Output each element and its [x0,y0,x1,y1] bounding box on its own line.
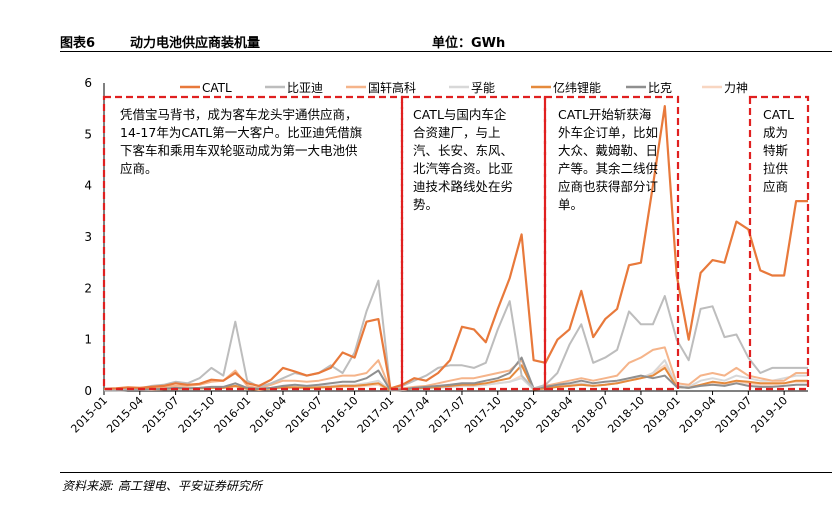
legend-label: 比亚迪 [287,81,323,95]
annotation-line: 大众、戴姆勒、日 [558,143,658,158]
annotation-line: 产等。其余二线供 [558,161,658,176]
x-tick-label: 2016-10 [319,394,361,436]
x-tick-label: 2015-10 [176,394,218,436]
annotation-line: 外车企订单，比如 [558,125,658,140]
x-tick-label: 2016-04 [247,394,289,436]
x-tick-label: 2018-10 [605,394,647,436]
line-chart: 01234562015-012015-042015-072015-102016-… [68,76,810,436]
x-tick-label: 2019-10 [749,394,791,436]
annotation-line: 应商 [763,179,788,194]
series-line-2 [103,279,808,391]
period-box [543,95,680,391]
x-tick-label: 2017-10 [462,394,504,436]
x-tick-label: 2015-07 [140,394,182,436]
annotation-line: 北汽等合资。比亚 [413,161,513,176]
x-tick-label: 2016-07 [283,394,325,436]
annotation-line: 势。 [413,197,438,212]
annotation-line: CATL与国内车企 [413,107,507,122]
y-tick-label: 2 [84,281,92,295]
figure-header: 图表6 动力电池供应商装机量 单位：GWh [60,28,832,51]
annotation-line: 合资建厂，与上 [413,125,501,140]
y-tick-label: 5 [84,127,92,141]
annotation-line: 单。 [558,197,583,212]
annotation-line: 成为 [763,125,788,140]
annotation-line: 迪技术路线处在劣 [413,179,513,194]
x-tick-label: 2018-01 [498,394,540,436]
x-tick-label: 2017-07 [426,394,468,436]
series-line-6 [104,356,808,392]
annotation-line: 应商也获得部分订 [558,179,658,194]
x-tick-label: 2017-01 [355,394,397,436]
annotation-line: 汽、长安、东风、 [413,143,513,158]
y-tick-label: 6 [84,76,92,90]
x-tick-label: 2018-07 [570,394,612,436]
x-tick-label: 2018-04 [534,394,576,436]
x-tick-label: 2015-01 [68,394,110,436]
legend-label: 比克 [648,81,672,95]
annotation-line: CATL开始斩获海 [558,107,652,122]
x-tick-label: 2016-01 [212,394,254,436]
period-box [748,95,810,391]
legend-label: 力神 [724,81,748,95]
figure-title: 动力电池供应商装机量 [130,36,261,51]
x-tick-label: 2017-04 [391,394,433,436]
unit-label: 单位：GWh [432,36,506,51]
x-tick-label: 2019-04 [677,394,719,436]
legend-label: 孚能 [471,81,495,95]
annotation-line: 14-17年为CATL第一大客户。比亚迪凭借旗 [120,125,362,140]
legend-label: CATL [202,81,232,95]
y-tick-label: 4 [84,179,92,193]
series-line-1 [103,104,808,390]
annotation-line: 特斯 [763,143,788,158]
annotation-line: 凭借宝马背书，成为客车龙头宇通供应商， [120,107,358,122]
annotation-line: 下客车和乘用车双轮驱动成为第一大电池供 [120,143,358,158]
period-box [102,95,404,391]
footer-rule [60,472,832,473]
period-box [400,95,547,391]
legend-label: 国轩高科 [368,80,416,95]
y-tick-label: 1 [84,333,92,347]
y-tick-label: 0 [84,384,92,398]
header-rule [60,51,832,52]
figure-number: 图表6 [60,36,96,51]
x-tick-label: 2019-01 [641,394,683,436]
source-note: 资料来源: 高工锂电、平安证券研究所 [62,479,262,493]
x-tick-label: 2015-04 [104,394,146,436]
x-tick-label: 2019-07 [713,394,755,436]
y-tick-label: 3 [84,230,92,244]
annotation-line: CATL [763,107,794,122]
legend-label: 亿纬锂能 [553,80,601,95]
annotation-line: 应商。 [120,161,158,176]
annotation-line: 拉供 [763,161,788,176]
